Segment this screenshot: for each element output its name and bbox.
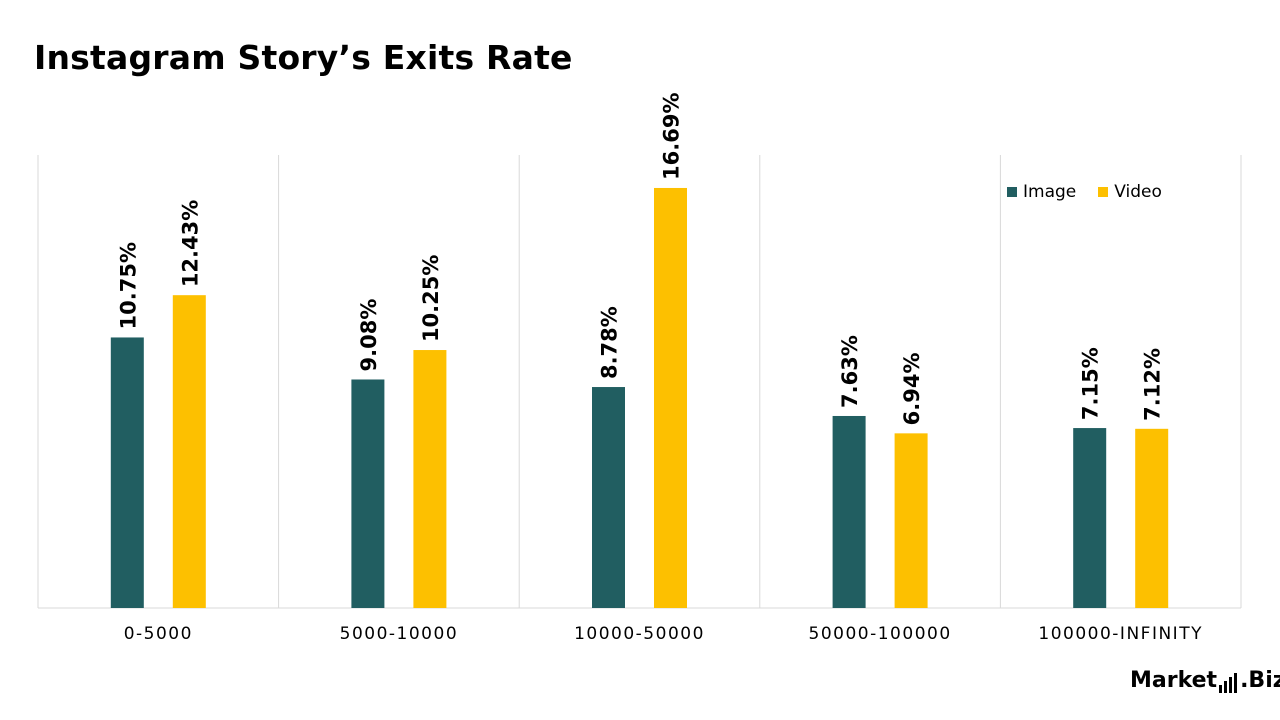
data-label-video: 10.25% bbox=[419, 255, 443, 342]
legend-item-video: Video bbox=[1098, 182, 1162, 202]
legend-label-video: Video bbox=[1114, 182, 1162, 202]
bar-image bbox=[832, 415, 866, 608]
data-label-image: 8.78% bbox=[598, 306, 622, 379]
brand-prefix: Market bbox=[1130, 668, 1218, 693]
bar-video bbox=[894, 433, 928, 608]
brand-bars-icon bbox=[1219, 673, 1239, 693]
x-tick-label: 50000-100000 bbox=[809, 624, 952, 644]
bar-video bbox=[172, 295, 206, 608]
data-label-image: 7.63% bbox=[838, 335, 862, 408]
legend-item-image: Image bbox=[1007, 182, 1076, 202]
bar-video bbox=[654, 187, 687, 609]
data-label-image: 7.15% bbox=[1079, 347, 1103, 420]
chart-title: Instagram Story’s Exits Rate bbox=[34, 38, 573, 77]
x-tick-label: 100000-INFINITY bbox=[1038, 624, 1203, 644]
bar-image bbox=[110, 337, 144, 608]
bar-video bbox=[1135, 428, 1169, 608]
legend-swatch-video bbox=[1098, 187, 1109, 197]
legend: Image Video bbox=[1007, 182, 1184, 202]
bar-video bbox=[413, 350, 447, 608]
brand-suffix: .Biz bbox=[1240, 668, 1280, 693]
x-tick-label: 10000-50000 bbox=[574, 624, 705, 644]
x-tick-label: 5000-10000 bbox=[340, 624, 458, 644]
legend-swatch-image bbox=[1007, 187, 1017, 197]
bar-image bbox=[1073, 428, 1107, 608]
data-label-video: 7.12% bbox=[1141, 348, 1165, 421]
x-tick-label: 0-5000 bbox=[124, 624, 193, 644]
legend-label-image: Image bbox=[1023, 182, 1077, 202]
data-label-image: 9.08% bbox=[357, 299, 381, 372]
data-label-video: 6.94% bbox=[900, 352, 924, 425]
brand-logo: Market .Biz bbox=[1130, 668, 1280, 693]
data-label-video: 16.69% bbox=[660, 92, 684, 179]
data-label-video: 12.43% bbox=[178, 200, 202, 287]
data-label-image: 10.75% bbox=[116, 242, 140, 329]
bar-image bbox=[592, 387, 625, 608]
bar-image bbox=[351, 379, 385, 608]
